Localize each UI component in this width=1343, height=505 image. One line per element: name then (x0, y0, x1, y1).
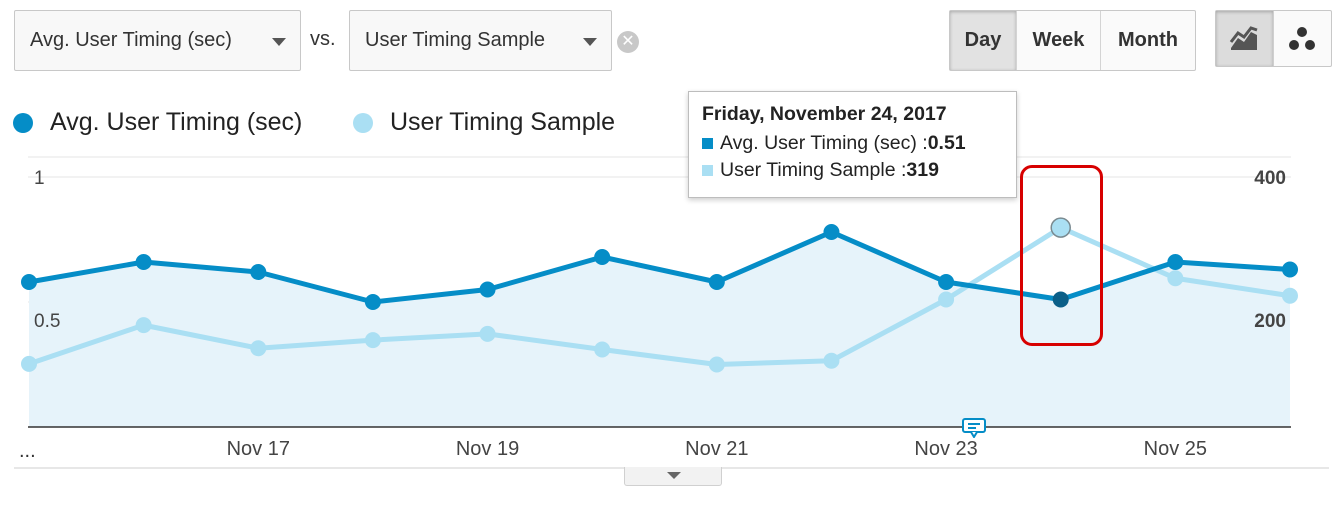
x-tick-label: Nov 25 (1144, 438, 1207, 460)
day-button[interactable]: Day (950, 11, 1017, 70)
chart-tooltip: Friday, November 24, 2017 Avg. User Timi… (688, 91, 1017, 198)
secondary-metric-label: User Timing Sample (365, 29, 546, 51)
legend-swatch (353, 112, 373, 133)
week-button[interactable]: Week (1017, 11, 1101, 70)
period-selector: Day Week Month (949, 10, 1196, 71)
ellipsis-text: ... (19, 440, 36, 462)
line-chart-button[interactable] (1216, 11, 1274, 66)
y-right-tick-label: 200 (1254, 311, 1286, 332)
data-point-avg-user-timing (364, 294, 381, 310)
tooltip-swatch (702, 138, 713, 149)
data-point-user-timing-sample (1167, 270, 1184, 287)
legend-label: Avg. User Timing (sec) (50, 108, 303, 136)
data-point-avg-user-timing (938, 274, 955, 290)
data-point-user-timing-sample (938, 291, 955, 308)
tooltip-label: User Timing Sample : (720, 159, 907, 181)
x-tick-label: Nov 21 (685, 438, 748, 460)
vs-label: vs. (310, 28, 336, 50)
chevron-down-icon (583, 38, 597, 46)
motion-chart-icon (1289, 26, 1316, 50)
x-tick-label: Nov 23 (914, 438, 977, 460)
chevron-down-icon (667, 472, 681, 479)
series-area (29, 232, 1290, 427)
data-point-user-timing-sample (135, 317, 152, 334)
data-point-avg-user-timing (594, 249, 611, 265)
data-point-user-timing-sample (250, 340, 267, 357)
legend-item-avg-user-timing[interactable]: Avg. User Timing (sec) (13, 108, 302, 137)
data-point-avg-user-timing (135, 254, 152, 270)
tooltip-row: Avg. User Timing (sec) : 0.51 (702, 132, 1003, 155)
primary-metric-dropdown[interactable]: Avg. User Timing (sec) (14, 10, 301, 71)
data-point-avg-user-timing (1282, 261, 1298, 278)
x-tick-label: Nov 17 (227, 438, 290, 460)
data-point-avg-user-timing (21, 274, 37, 290)
y-right-tick-label: 400 (1254, 168, 1286, 189)
data-point-avg-user-timing (479, 281, 496, 298)
data-point-user-timing-sample (364, 332, 381, 349)
data-point-user-timing-sample (21, 355, 37, 372)
legend-label: User Timing Sample (390, 108, 616, 136)
data-point-user-timing-sample (1050, 217, 1071, 238)
y-left-tick-label: 1 (34, 168, 45, 189)
primary-metric-label: Avg. User Timing (sec) (30, 29, 232, 51)
line-chart-icon (1230, 25, 1258, 50)
chevron-down-icon (272, 38, 286, 46)
tooltip-value: 319 (906, 159, 939, 181)
secondary-metric-dropdown[interactable]: User Timing Sample (349, 10, 612, 71)
data-point-avg-user-timing (708, 274, 725, 290)
data-point-avg-user-timing (1052, 291, 1069, 308)
tooltip-swatch (702, 165, 713, 176)
data-point-user-timing-sample (479, 325, 496, 342)
motion-chart-button[interactable] (1274, 11, 1332, 66)
highlight-box (1020, 165, 1103, 346)
tooltip-value: 0.51 (927, 132, 966, 154)
legend-swatch (13, 112, 33, 133)
series-line-avg-user-timing (28, 229, 1291, 305)
tooltip-title: Friday, November 24, 2017 (702, 103, 947, 125)
remove-comparison-icon[interactable]: ✕ (617, 31, 639, 53)
series-line-user-timing-sample (28, 225, 1291, 367)
data-point-avg-user-timing (823, 224, 840, 240)
legend-item-user-timing-sample[interactable]: User Timing Sample (353, 108, 615, 137)
month-button[interactable]: Month (1118, 29, 1178, 51)
tooltip-row: User Timing Sample : 319 (702, 159, 1003, 182)
data-point-user-timing-sample (1282, 287, 1298, 304)
annotation-icon[interactable] (962, 418, 986, 438)
data-point-avg-user-timing (250, 264, 267, 280)
data-point-user-timing-sample (823, 352, 840, 369)
x-tick-label: Nov 19 (456, 438, 519, 460)
data-point-avg-user-timing (1167, 254, 1184, 270)
y-left-tick-label: 0.5 (34, 311, 60, 332)
data-point-user-timing-sample (708, 356, 725, 373)
tooltip-label: Avg. User Timing (sec) : (720, 132, 928, 154)
collapse-chart-button[interactable] (624, 467, 722, 486)
data-point-user-timing-sample (594, 341, 611, 358)
chart-type-selector (1215, 10, 1332, 67)
